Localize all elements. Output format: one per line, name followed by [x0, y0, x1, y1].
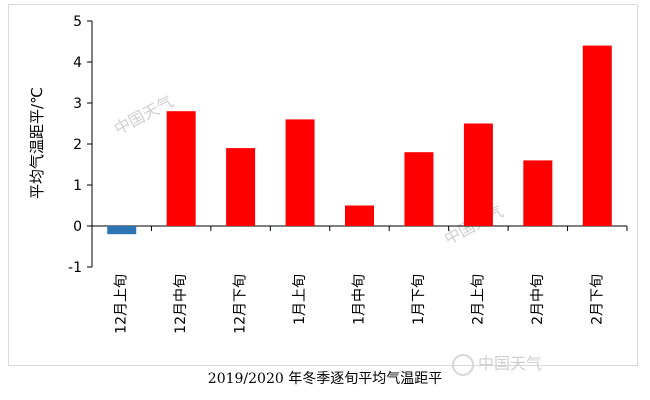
- y-tick-labels: -1 0 1 2 3 4 5: [68, 14, 82, 276]
- weather-logo-icon: [452, 353, 474, 376]
- y-tick-label: 4: [73, 55, 82, 71]
- x-tick-label: 2月上旬: [470, 274, 486, 325]
- bar: [226, 148, 256, 226]
- x-tick-label: 12月上旬: [114, 274, 130, 334]
- x-tick-label: 2月中旬: [530, 274, 546, 325]
- y-tick-label: 2: [73, 137, 82, 153]
- bar: [166, 111, 196, 226]
- bar: [107, 226, 137, 235]
- watermark-3: 中国天气: [478, 354, 543, 373]
- y-tick-label: 1: [73, 178, 82, 194]
- bars: [107, 45, 612, 235]
- chart-title: 2019/2020 年冬季逐旬平均气温距平: [207, 371, 443, 387]
- y-tick-label: 3: [73, 96, 82, 112]
- bar: [285, 119, 315, 226]
- x-tick-label: 1月中旬: [352, 274, 368, 325]
- chart-frame: [8, 4, 638, 366]
- x-tick-label: 12月下旬: [233, 274, 249, 334]
- bar: [404, 152, 434, 226]
- x-tick-label: 12月中旬: [173, 274, 189, 334]
- bar: [523, 160, 553, 226]
- watermark-logo: 中国天气: [452, 350, 542, 376]
- bar: [463, 123, 493, 226]
- bar: [345, 205, 374, 226]
- x-tick-label: 1月下旬: [411, 274, 427, 325]
- watermark-1: 中国天气: [111, 92, 176, 139]
- x-tick-label: 2月下旬: [589, 274, 605, 325]
- bar: [582, 45, 612, 226]
- y-tick-label: -1: [68, 260, 82, 276]
- y-tick-label: 0: [73, 219, 82, 235]
- x-tick-label: 1月上旬: [292, 274, 308, 325]
- x-tick-labels: 12月上旬 12月中旬 12月下旬 1月上旬 1月中旬 1月下旬 2月上旬 2月中旬 2月下旬: [114, 274, 606, 334]
- y-tick-label: 5: [73, 14, 82, 30]
- y-axis-label: 平均气温距平/℃: [28, 87, 46, 199]
